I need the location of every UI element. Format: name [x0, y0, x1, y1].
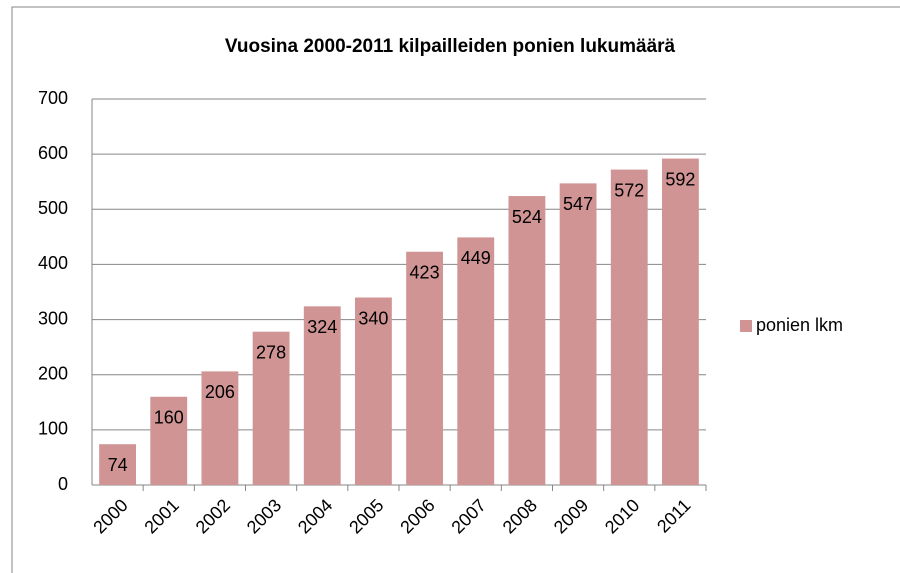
y-tick-label: 300 [38, 308, 68, 328]
y-tick-label: 600 [38, 143, 68, 163]
y-tick-label: 700 [38, 88, 68, 108]
bar [99, 444, 137, 485]
y-tick-label: 200 [38, 363, 68, 383]
data-label: 324 [307, 317, 337, 337]
y-tick-label: 100 [38, 419, 68, 439]
chart-border [11, 6, 900, 573]
x-tick-label: 2002 [192, 495, 234, 537]
bar [661, 158, 699, 485]
data-label: 160 [154, 408, 184, 428]
bar [508, 196, 546, 485]
data-label: 572 [614, 180, 644, 200]
bar [303, 306, 341, 485]
data-label: 592 [665, 169, 695, 189]
x-tick-label: 2003 [243, 495, 285, 537]
y-tick-label: 0 [58, 474, 68, 494]
data-label: 206 [205, 382, 235, 402]
data-label: 340 [358, 308, 388, 328]
bar [252, 331, 290, 485]
x-tick-label: 2005 [345, 495, 387, 537]
bar [406, 251, 444, 485]
x-tick-label: 2008 [499, 495, 541, 537]
bar [150, 396, 188, 485]
y-tick-label: 500 [38, 198, 68, 218]
bar [457, 237, 495, 485]
x-tick-label: 2000 [89, 495, 131, 537]
y-tick-label: 400 [38, 253, 68, 273]
bar [354, 297, 392, 485]
x-tick-label: 2010 [601, 495, 643, 537]
x-tick-label: 2001 [140, 495, 182, 537]
x-tick-label: 2009 [550, 495, 592, 537]
bar [559, 183, 597, 485]
x-tick-label: 2007 [447, 495, 489, 537]
bar [610, 169, 648, 485]
legend-label: ponien lkm [756, 315, 843, 335]
bar [201, 371, 239, 485]
data-label: 423 [410, 262, 440, 282]
x-tick-label: 2006 [396, 495, 438, 537]
legend-swatch [740, 320, 752, 332]
data-label: 547 [563, 194, 593, 214]
x-tick-label: 2011 [653, 495, 695, 537]
data-label: 449 [461, 248, 491, 268]
x-tick-label: 2004 [294, 495, 336, 537]
data-label: 278 [256, 342, 286, 362]
chart-title: Vuosina 2000-2011 kilpailleiden ponien l… [225, 36, 676, 57]
data-label: 524 [512, 207, 542, 227]
data-label: 74 [108, 455, 128, 475]
